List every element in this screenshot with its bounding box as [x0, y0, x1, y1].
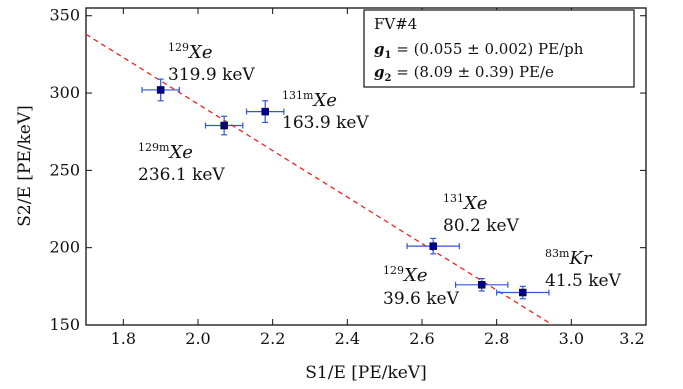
isotope-symbol: Xe — [311, 90, 336, 111]
isotope-mass-number: 129 — [168, 41, 189, 54]
legend-g2: g2 = (8.09 ± 0.39) PE/e — [374, 63, 554, 84]
x-tick-label: 2.4 — [335, 329, 360, 348]
y-tick-label: 300 — [49, 83, 80, 102]
data-point-marker — [519, 288, 527, 297]
isotope-mass-number: 131 — [443, 192, 464, 205]
point-isotope-label: 129mXe — [138, 141, 193, 163]
legend-g1-sub: 1 — [385, 50, 392, 61]
isotope-mass-number: 131m — [282, 89, 314, 102]
y-tick-label: 150 — [49, 315, 80, 334]
point-energy-label: 319.9 keV — [168, 65, 255, 85]
point-energy-label: 39.6 keV — [383, 289, 460, 309]
x-tick-label: 2.0 — [185, 329, 210, 348]
point-energy-label: 80.2 keV — [443, 216, 520, 236]
isotope-mass-number: 129m — [138, 141, 170, 154]
isotope-symbol: Xe — [167, 142, 192, 163]
legend-box: FV#4 g1 = (0.055 ± 0.002) PE/ph g2 = (8.… — [363, 9, 635, 88]
y-axis-label: S2/E [PE/keV] — [15, 105, 35, 226]
x-tick-label: 2.2 — [260, 329, 285, 348]
legend-g1: g1 = (0.055 ± 0.002) PE/ph — [374, 40, 584, 61]
isotope-symbol: Xe — [402, 265, 427, 286]
y-tick-label: 250 — [49, 160, 80, 179]
point-isotope-label: 83mKr — [545, 247, 593, 269]
isotope-mass-number: 83m — [545, 247, 570, 260]
point-energy-label: 41.5 keV — [545, 271, 622, 291]
x-tick-label: 1.8 — [111, 329, 136, 348]
point-isotope-label: 131mXe — [282, 89, 337, 111]
isotope-symbol: Xe — [462, 193, 487, 214]
fit-line-group — [86, 33, 554, 325]
y-tick-label: 200 — [49, 238, 80, 257]
legend-frame — [363, 9, 635, 88]
legend-g2-symbol: g — [374, 63, 385, 81]
y-tick-label: 350 — [49, 6, 80, 25]
data-point-marker — [429, 242, 437, 250]
data-point-marker — [477, 281, 486, 289]
data-points — [141, 78, 550, 300]
x-tick-label: 2.6 — [409, 329, 434, 348]
data-point-marker — [261, 107, 269, 116]
x-tick-label: 2.8 — [484, 329, 509, 348]
x-tick-label: 3.2 — [619, 329, 644, 348]
point-isotope-label: 129Xe — [168, 41, 212, 63]
axis-ticks: 1.8 2.0 2.2 2.4 2.6 2.8 3.0 3.2 150 200 250 300 350 — [49, 6, 647, 348]
point-isotope-label: 129Xe — [383, 264, 427, 286]
isotope-mass-number: 129 — [383, 264, 404, 277]
fit-line — [86, 33, 554, 325]
plot-frame — [85, 7, 647, 326]
point-energy-label: 163.9 keV — [282, 113, 369, 133]
legend-g2-sub: 2 — [385, 73, 392, 84]
data-point-marker — [220, 121, 228, 130]
point-energy-label: 236.1 keV — [138, 165, 225, 185]
isotope-symbol: Kr — [568, 248, 592, 269]
x-axis-label: S1/E [PE/keV] — [305, 363, 426, 383]
legend-g2-text: = (8.09 ± 0.39) PE/e — [391, 63, 554, 81]
isotope-symbol: Xe — [187, 42, 212, 63]
legend-g1-text: = (0.055 ± 0.002) PE/ph — [391, 40, 583, 58]
legend-title: FV#4 — [374, 15, 417, 33]
point-isotope-label: 131Xe — [443, 192, 487, 214]
legend-g1-symbol: g — [374, 40, 385, 58]
x-tick-label: 3.0 — [559, 329, 584, 348]
data-point-marker — [156, 86, 165, 94]
